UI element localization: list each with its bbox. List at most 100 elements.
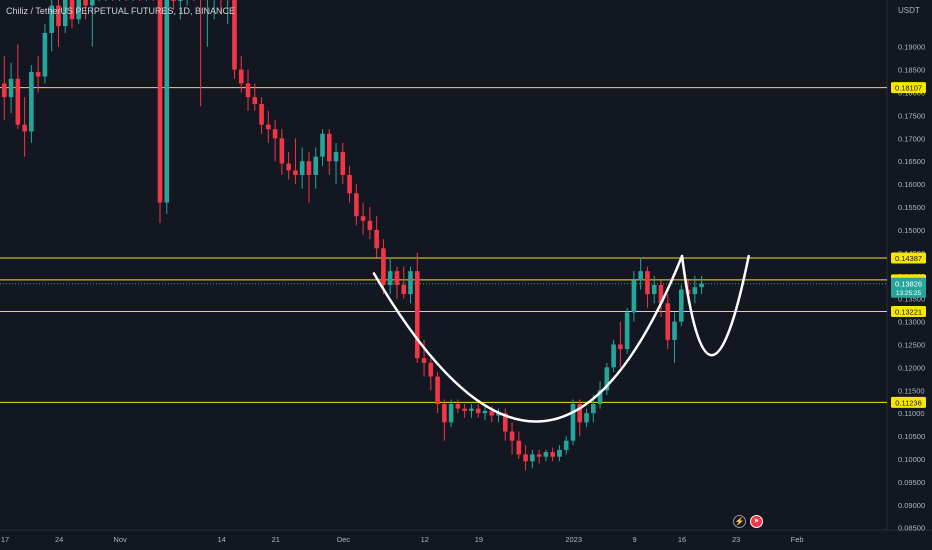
candle-body	[320, 133, 325, 157]
candle	[152, 0, 154, 1]
candle-body	[340, 152, 346, 175]
candle	[374, 216, 379, 258]
candle	[577, 399, 583, 437]
candle	[455, 399, 461, 414]
candle-body	[76, 0, 82, 20]
candle	[125, 0, 127, 1]
candle-body	[42, 32, 48, 77]
candle	[193, 0, 195, 1]
currency-label[interactable]: USDT	[898, 6, 920, 15]
y-tick-label: 0.17000	[898, 134, 925, 143]
candle-body	[381, 248, 386, 285]
candle	[462, 404, 467, 418]
flag-icon[interactable]: ⚑	[750, 515, 763, 528]
candle	[516, 431, 522, 459]
candle	[76, 0, 82, 24]
x-tick-label: 19	[475, 535, 483, 544]
candle-body	[2, 83, 7, 98]
candle-body	[293, 170, 298, 175]
candle-body	[563, 440, 569, 450]
cup-curve[interactable]	[372, 254, 684, 423]
y-tick-label: 0.12000	[898, 363, 925, 372]
candle-body	[157, 0, 163, 203]
candle-body	[408, 271, 413, 295]
candle	[139, 0, 141, 1]
candle-body	[313, 156, 319, 175]
candle	[2, 55, 7, 121]
candle	[132, 0, 134, 1]
candle-body	[354, 193, 359, 217]
candle	[200, 0, 202, 107]
candle-body	[62, 0, 68, 27]
level-price-tag	[891, 82, 926, 94]
candle-body	[387, 271, 393, 285]
candle-body	[35, 71, 41, 77]
candle-body	[8, 78, 14, 98]
candle	[435, 371, 440, 414]
lightning-icon[interactable]: ⚡	[733, 515, 746, 528]
countdown-label: 13:25:25	[896, 290, 922, 297]
candle-body	[651, 284, 657, 295]
candle	[536, 449, 542, 464]
candle	[550, 447, 555, 462]
candle-body	[279, 138, 285, 164]
candle	[245, 69, 251, 111]
candle-body	[530, 454, 535, 462]
candle-body	[347, 174, 352, 194]
candle	[367, 207, 373, 240]
x-tick-label: 12	[421, 535, 429, 544]
candle-body	[299, 161, 305, 175]
candle	[448, 399, 454, 427]
candle	[570, 399, 576, 446]
candle-body	[448, 404, 454, 423]
y-tick-label: 0.08500	[898, 524, 925, 533]
candle	[631, 271, 637, 322]
candle	[112, 0, 114, 1]
x-tick-label: 21	[272, 535, 280, 544]
candle	[475, 404, 481, 418]
candle-body	[178, 0, 183, 1]
candle-body	[171, 0, 176, 1]
candle-body	[326, 133, 332, 162]
candle	[414, 252, 420, 363]
candle	[326, 129, 332, 175]
candle-body	[49, 5, 54, 33]
candle	[563, 436, 569, 455]
symbol-title: Chiliz / TetherUS PERPETUAL FUTURES, 1D,…	[6, 6, 236, 16]
candle	[213, 0, 215, 20]
candle-body	[523, 454, 528, 462]
candle	[279, 129, 285, 175]
x-tick-label: Nov	[113, 535, 127, 544]
candle-body	[536, 454, 542, 457]
candle	[333, 142, 339, 185]
candle-body	[597, 390, 603, 405]
candle	[665, 294, 671, 350]
candle-body	[69, 0, 75, 20]
y-tick-label: 0.09500	[898, 478, 925, 487]
candle	[651, 275, 657, 304]
candle-body	[83, 0, 88, 6]
level-price-tag	[891, 305, 926, 317]
candle	[252, 83, 258, 111]
candle-body	[306, 161, 312, 175]
candle	[178, 0, 183, 20]
handle-curve[interactable]	[680, 254, 750, 357]
y-tick-label: 0.18500	[898, 66, 925, 75]
candle	[299, 147, 305, 189]
current-price-label: 0.13826	[895, 280, 922, 289]
candle-body	[360, 216, 366, 221]
candle-body	[266, 124, 271, 130]
candle-body	[543, 452, 549, 457]
candle	[543, 449, 549, 462]
candle-body	[29, 71, 34, 132]
event-icons: ⚡ ⚑	[733, 515, 763, 528]
y-tick-label: 0.10500	[898, 432, 925, 441]
y-tick-label: 0.09000	[898, 501, 925, 510]
candle	[8, 62, 14, 114]
x-tick-label: 2023	[565, 535, 582, 544]
candle	[496, 408, 501, 423]
candle-body	[435, 376, 440, 405]
candle	[186, 0, 188, 6]
